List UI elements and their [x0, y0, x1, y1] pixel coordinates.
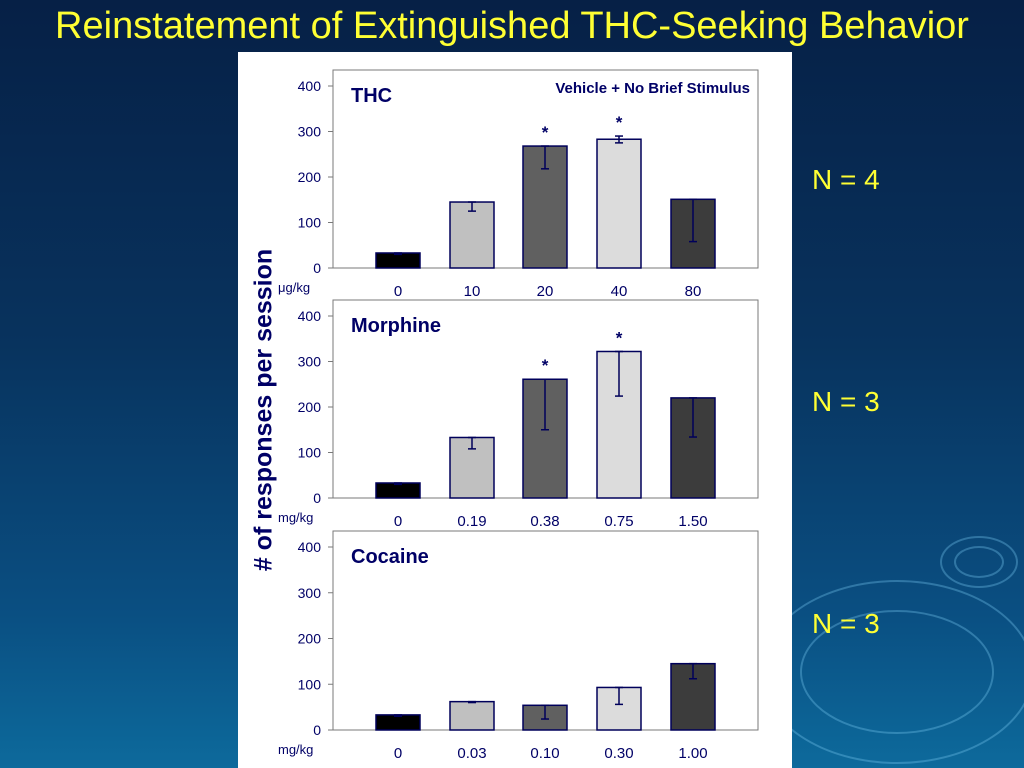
cocaine-category-label: 0.10	[530, 745, 559, 762]
cocaine-y-tick-label: 100	[298, 676, 322, 692]
ripple-decoration	[940, 536, 1018, 588]
thc-category-label: 0	[394, 283, 402, 300]
morphine-category-label: 0.75	[604, 513, 633, 530]
cocaine-panel-title: Cocaine	[351, 546, 429, 568]
thc-significance-marker: *	[616, 113, 623, 132]
cocaine-y-tick-label: 200	[298, 631, 322, 647]
morphine-y-tick-label: 400	[298, 308, 322, 324]
cocaine-category-label: 0.03	[457, 745, 486, 762]
cocaine-bar	[449, 700, 495, 731]
cocaine-y-tick-label: 400	[298, 539, 322, 555]
cocaine-bar	[375, 714, 421, 731]
thc-significance-marker: *	[542, 123, 549, 142]
thc-bar	[449, 201, 495, 269]
n-label-thc: N = 4	[812, 164, 880, 195]
morphine-category-label: 1.50	[678, 513, 707, 530]
morphine-unit-label: mg/kg	[278, 510, 313, 525]
morphine-significance-marker: *	[616, 328, 623, 347]
morphine-y-tick-label: 300	[298, 354, 322, 370]
cocaine-category-label: 0	[394, 745, 402, 762]
thc-panel-title: THC	[351, 85, 392, 107]
thc-category-label: 80	[685, 283, 702, 300]
morphine-y-tick-label: 0	[313, 490, 321, 506]
y-axis-label-text: # of responses per session	[249, 248, 278, 572]
morphine-category-label: 0	[394, 513, 402, 530]
thc-y-tick-label: 100	[298, 215, 322, 231]
n-label-cocaine: N = 3	[812, 608, 880, 639]
cocaine-bar	[670, 662, 716, 731]
morphine-panel-title: Morphine	[351, 315, 441, 337]
thc-category-label: 20	[537, 283, 554, 300]
morphine-y-tick-label: 100	[298, 445, 322, 461]
thc-y-tick-label: 0	[313, 260, 321, 276]
morphine-significance-marker: *	[542, 356, 549, 375]
thc-y-tick-label: 400	[298, 78, 322, 94]
cocaine-y-tick-label: 300	[298, 585, 322, 601]
thc-category-label: 10	[464, 283, 481, 300]
morphine-category-label: 0.38	[530, 513, 559, 530]
cocaine-unit-label: mg/kg	[278, 742, 313, 757]
morphine-category-label: 0.19	[457, 513, 486, 530]
cocaine-category-label: 0.30	[604, 745, 633, 762]
cocaine-category-label: 1.00	[678, 745, 707, 762]
morphine-y-tick-label: 200	[298, 399, 322, 415]
ripple-decoration	[954, 546, 1004, 578]
thc-y-tick-label: 200	[298, 169, 322, 185]
morphine-bar	[375, 482, 421, 499]
n-label-morphine: N = 3	[812, 386, 880, 417]
thc-y-tick-label: 300	[298, 124, 322, 140]
thc-unit-label: μg/kg	[278, 280, 310, 295]
cocaine-y-tick-label: 0	[313, 722, 321, 738]
slide-title: Reinstatement of Extinguished THC-Seekin…	[55, 5, 969, 47]
thc-category-label: 40	[611, 283, 628, 300]
thc-bar	[596, 138, 642, 269]
thc-bar	[375, 252, 421, 269]
thc-annotation: Vehicle + No Brief Stimulus	[555, 80, 750, 97]
